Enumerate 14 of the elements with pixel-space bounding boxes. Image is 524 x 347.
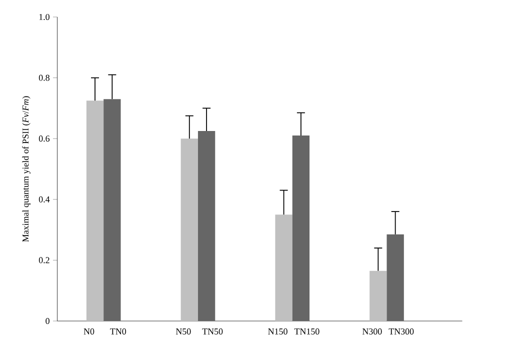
y-tick-label: 0 [46, 318, 50, 324]
x-tick-label: TN50 [202, 328, 223, 334]
x-tick-label: N0 [84, 328, 94, 334]
y-tick-label: 0.2 [38, 257, 50, 264]
y-tick-label: 0.6 [38, 136, 50, 142]
x-tick-label: TN300 [388, 328, 414, 334]
y-tick-label: 1.0 [39, 14, 50, 20]
x-tick-label: TN150 [294, 328, 320, 334]
y-tick-label: 0.4 [38, 196, 50, 202]
x-tick-label: TN0 [110, 328, 126, 334]
x-tick-label: N150 [268, 328, 288, 334]
x-tick-label: N50 [176, 328, 191, 334]
y-tick-label: 0.8 [38, 74, 50, 81]
x-tick-label: N300 [362, 328, 382, 334]
